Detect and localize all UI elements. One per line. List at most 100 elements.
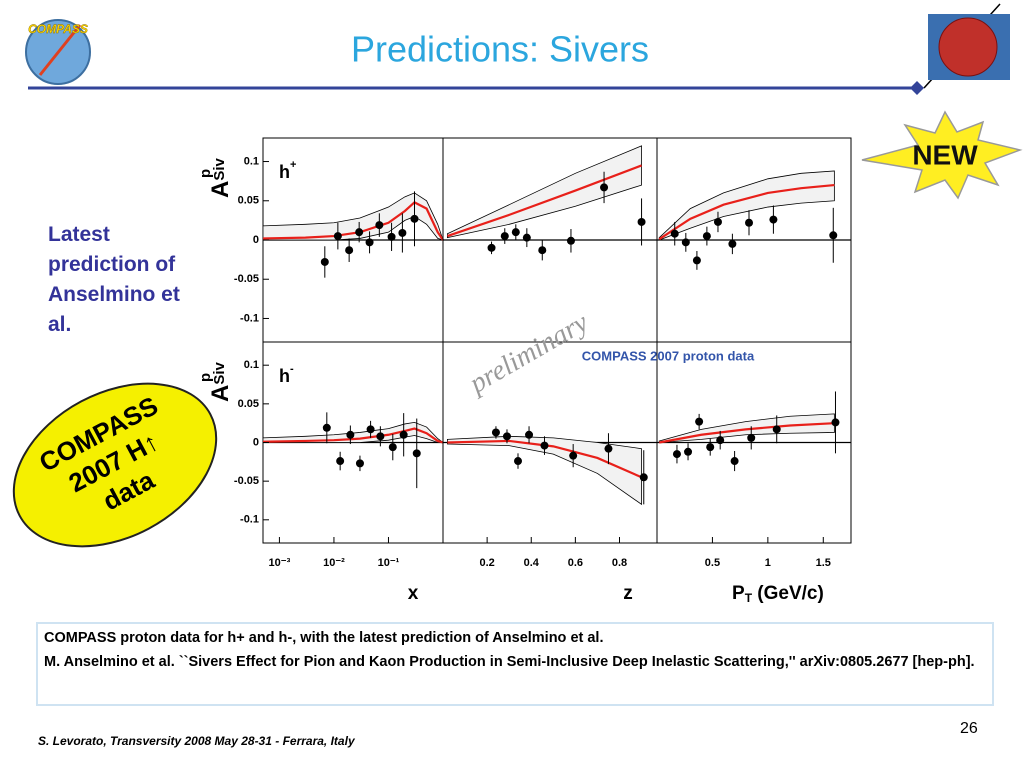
data-point	[511, 228, 520, 237]
x-tick-label: 0.5	[705, 557, 720, 569]
y-label-base: A	[207, 385, 234, 402]
data-point	[728, 239, 737, 248]
data-point	[412, 449, 421, 458]
data-point	[540, 441, 549, 450]
panel-label-sup: +	[290, 159, 296, 171]
y-label-sub: Siv	[211, 157, 228, 180]
data-point	[569, 451, 578, 460]
x-tick-label: 0.6	[568, 557, 583, 569]
prediction-curve	[262, 427, 444, 444]
logo-text: COMPASS	[28, 22, 88, 36]
x-axis-label: PT (GeV/c)	[732, 583, 824, 605]
x-tick-label: 0.4	[524, 557, 540, 569]
y-tick-label: 0.1	[244, 359, 259, 371]
x-tick-label: 10⁻¹	[378, 557, 400, 569]
x-tick-label: 1.5	[816, 557, 831, 569]
x-tick-label: 1	[765, 557, 771, 569]
data-point	[345, 246, 354, 255]
data-point	[346, 430, 355, 439]
data-point	[355, 228, 364, 237]
data-point	[491, 428, 500, 437]
x-tick-label: 0.8	[612, 557, 627, 569]
panel-label-base: h	[279, 162, 290, 182]
y-label-sub: Siv	[211, 361, 228, 384]
data-point	[487, 243, 496, 252]
panel	[442, 137, 658, 343]
data-point	[355, 459, 364, 468]
panel: 0.2 0.4 0.6 0.8 z	[442, 341, 658, 604]
data-point	[769, 215, 778, 224]
y-label-base: A	[207, 181, 234, 198]
data-point	[320, 257, 329, 266]
y-tick-label: -0.1	[240, 312, 259, 324]
y-tick-label: 0	[253, 436, 259, 448]
data-point	[672, 450, 681, 459]
x-label-base: z	[623, 583, 633, 604]
data-point	[322, 423, 331, 432]
y-label-sup: p	[197, 169, 214, 178]
image-logo-disk	[938, 17, 998, 77]
x-tick-label: 0.2	[479, 557, 494, 569]
data-point	[410, 214, 419, 223]
footer: S. Levorato, Transversity 2008 May 28-31…	[38, 734, 355, 748]
data-point	[604, 444, 613, 453]
data-point	[829, 231, 838, 240]
data-point	[525, 430, 534, 439]
data-point	[387, 232, 396, 241]
y-tick-label: -0.1	[240, 514, 259, 526]
data-point	[500, 232, 509, 241]
x-label-suffix: (GeV/c)	[752, 583, 824, 604]
y-axis-label: ASiv	[207, 361, 234, 402]
prediction-curve	[262, 201, 444, 241]
prediction-band	[447, 145, 642, 239]
y-tick-label: -0.05	[234, 475, 259, 487]
data-point	[336, 457, 345, 466]
data-point	[747, 433, 756, 442]
caption-line: COMPASS proton data for h+ and h-, with …	[44, 630, 604, 646]
data-point	[522, 233, 531, 242]
panel-label-sup: -	[290, 363, 294, 375]
new-starburst	[861, 110, 1023, 200]
x-tick-label: 10⁻²	[323, 557, 345, 569]
sidebar-text: Latest prediction of Anselmino et al.	[48, 223, 180, 336]
data-point	[502, 432, 511, 441]
data-point	[375, 221, 384, 230]
data-point	[695, 417, 704, 426]
x-axis-label: x	[408, 583, 419, 604]
prediction-curve	[447, 164, 642, 238]
data-point	[514, 457, 523, 466]
data-point	[333, 232, 342, 241]
slide-title: Predictions: Sivers	[351, 29, 649, 70]
data-point	[399, 430, 408, 439]
y-tick-label: 0.05	[238, 398, 259, 410]
prediction-band	[447, 435, 642, 506]
data-point	[366, 425, 375, 434]
data-point	[730, 457, 739, 466]
panel-label-base: h	[279, 366, 290, 386]
data-point	[639, 473, 648, 482]
data-point	[831, 418, 840, 427]
data-point	[692, 256, 701, 265]
data-point	[365, 238, 374, 247]
prediction-curve	[447, 439, 642, 479]
caption-line: M. Anselmino et al. ``Sivers Effect for …	[44, 654, 975, 670]
data-badge	[12, 382, 218, 548]
caption-box: COMPASS proton data for h+ and h-, with …	[36, 622, 994, 706]
watermark: preliminary	[463, 307, 594, 401]
header-diamond	[910, 81, 924, 95]
logo-needle	[38, 24, 82, 76]
panel: 0.5 1 1.5 PT (GeV/c)	[656, 341, 852, 605]
x-tick-label: 10⁻³	[269, 557, 291, 569]
x-label-base: P	[732, 583, 745, 604]
y-tick-label: -0.05	[234, 273, 259, 285]
data-point	[566, 236, 575, 245]
data-point	[681, 238, 690, 247]
data-point	[706, 443, 715, 452]
panel-label: h+	[279, 159, 296, 182]
data-point	[388, 443, 397, 452]
data-point	[684, 447, 693, 456]
